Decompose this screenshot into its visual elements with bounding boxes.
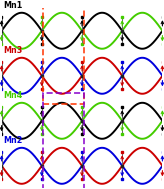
Bar <box>41 16 42 18</box>
Bar <box>122 75 123 77</box>
Bar <box>81 16 83 18</box>
Bar <box>122 88 123 90</box>
Bar <box>1 30 2 32</box>
Bar <box>162 43 163 45</box>
Bar <box>162 30 163 32</box>
Bar <box>41 61 42 63</box>
Text: Mn4: Mn4 <box>3 91 22 100</box>
Bar <box>43 3 84 104</box>
Bar <box>1 106 2 108</box>
Bar <box>81 43 83 45</box>
Bar <box>162 165 163 167</box>
Bar <box>81 30 83 32</box>
Text: Mn2: Mn2 <box>3 136 23 145</box>
Bar <box>41 106 42 108</box>
Bar <box>162 133 163 135</box>
Bar <box>81 75 83 77</box>
Bar <box>81 165 83 167</box>
Bar <box>1 178 2 180</box>
Bar <box>1 16 2 18</box>
Bar <box>41 165 42 167</box>
Bar <box>122 151 123 153</box>
Bar <box>41 88 42 90</box>
Bar <box>122 165 123 167</box>
Bar <box>41 133 42 135</box>
Bar <box>81 133 83 135</box>
Bar <box>81 151 83 153</box>
Bar <box>41 43 42 45</box>
Text: Mn3: Mn3 <box>3 46 22 55</box>
Bar <box>1 75 2 77</box>
Bar <box>1 133 2 135</box>
Bar <box>122 16 123 18</box>
Bar <box>122 178 123 180</box>
Bar <box>41 120 42 122</box>
Bar <box>162 61 163 63</box>
Bar <box>1 61 2 63</box>
Bar <box>81 178 83 180</box>
Bar <box>81 88 83 90</box>
Text: Mn1: Mn1 <box>3 1 22 10</box>
Bar <box>1 88 2 90</box>
Bar <box>122 120 123 122</box>
Bar <box>162 106 163 108</box>
Bar <box>41 151 42 153</box>
Bar <box>122 30 123 32</box>
Bar <box>122 61 123 63</box>
Bar <box>43 93 84 189</box>
Bar <box>162 151 163 153</box>
Bar <box>41 30 42 32</box>
Bar <box>81 61 83 63</box>
Bar <box>162 178 163 180</box>
Bar <box>1 120 2 122</box>
Bar <box>122 43 123 45</box>
Bar <box>162 88 163 90</box>
Bar <box>81 120 83 122</box>
Bar <box>81 106 83 108</box>
Bar <box>41 75 42 77</box>
Bar <box>1 43 2 45</box>
Bar <box>41 178 42 180</box>
Bar <box>1 165 2 167</box>
Bar <box>122 106 123 108</box>
Bar <box>162 75 163 77</box>
Bar <box>162 16 163 18</box>
Bar <box>162 120 163 122</box>
Bar <box>122 133 123 135</box>
Bar <box>1 151 2 153</box>
